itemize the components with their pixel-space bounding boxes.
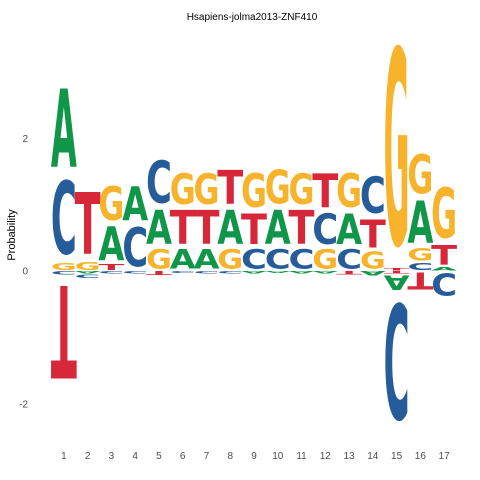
- logo-letter-A: A: [122, 179, 148, 232]
- logo-letter-C: C: [384, 267, 410, 450]
- logo-letter-C: C: [336, 244, 362, 275]
- x-tick-label: 7: [204, 451, 210, 462]
- x-tick-label: 17: [439, 451, 451, 462]
- logo-letter-A: A: [265, 270, 292, 273]
- logo-letter-C: C: [146, 151, 172, 217]
- x-tick-label: 12: [320, 451, 332, 462]
- logo-letter-A: A: [98, 219, 124, 272]
- logo-letter-G: G: [98, 178, 124, 232]
- logo-letter-T: T: [170, 201, 196, 254]
- logo-letter-T: T: [407, 267, 434, 293]
- logo-letter-G: G: [193, 164, 219, 214]
- logo-letter-C: C: [431, 266, 457, 302]
- logo-letter-A: A: [241, 270, 268, 274]
- logo-letter-C: C: [312, 206, 338, 255]
- logo-letter-C: C: [407, 261, 433, 273]
- y-axis-ticks: -2 0 2: [19, 134, 28, 411]
- logo-letter-C: C: [122, 216, 148, 279]
- x-tick-label: 1: [61, 451, 67, 462]
- x-tick-label: 2: [85, 451, 91, 462]
- x-tick-label: 11: [296, 451, 307, 462]
- y-axis-title: Probability: [6, 209, 18, 261]
- logo-letter-A: A: [170, 244, 197, 275]
- logo-letter-G: G: [289, 164, 315, 214]
- logo-letter-C: C: [360, 168, 386, 226]
- logo-letter-T: T: [431, 239, 458, 271]
- logo-letter-T: T: [360, 213, 386, 257]
- logo-letter-G: G: [170, 164, 196, 214]
- logo-letter-A: A: [431, 266, 458, 271]
- x-tick-label: 9: [251, 451, 257, 462]
- logo-letters: GCACTGTACTAGCCACGACTATGCATGCGATCCTGACAGA…: [51, 0, 458, 451]
- logo-letter-A: A: [407, 190, 433, 257]
- logo-letter-T: T: [217, 161, 243, 214]
- x-tick-label: 14: [367, 451, 379, 462]
- logo-letter-G: G: [265, 162, 291, 216]
- logo-letter-C: C: [217, 270, 243, 274]
- logo-letter-C: C: [51, 270, 77, 275]
- logo-letter-A: A: [217, 202, 243, 255]
- logo-letter-A: A: [146, 202, 172, 255]
- logo-letter-G: G: [51, 260, 77, 272]
- logo-letter-C: C: [122, 270, 148, 274]
- logo-letter-G: G: [146, 244, 172, 275]
- x-tick-label: 16: [415, 451, 427, 462]
- logo-letter-A: A: [193, 244, 220, 275]
- logo-letter-G: G: [431, 173, 457, 254]
- x-tick-label: 8: [227, 451, 233, 462]
- y-tick-label: 0: [22, 267, 28, 278]
- x-tick-label: 5: [156, 451, 162, 462]
- logo-letter-G: G: [217, 244, 243, 275]
- x-tick-label: 10: [272, 451, 284, 462]
- x-tick-label: 4: [132, 451, 138, 462]
- logo-letter-G: G: [407, 245, 433, 265]
- logo-letter-G: G: [336, 165, 362, 219]
- y-tick-label: 2: [22, 134, 28, 145]
- logo-letter-C: C: [289, 244, 315, 275]
- logo-letter-A: A: [265, 202, 291, 255]
- logo-letter-T: T: [98, 263, 124, 272]
- y-tick-label: -2: [19, 399, 28, 410]
- logo-letter-A: A: [360, 270, 386, 277]
- logo-letter-A: A: [312, 270, 339, 274]
- logo-letter-G: G: [360, 247, 386, 274]
- logo-letter-G: G: [384, 0, 410, 308]
- logo-letter-C: C: [75, 273, 101, 278]
- x-tick-label: 15: [391, 451, 403, 462]
- logo-letter-T: T: [146, 270, 173, 276]
- logo-letter-C: C: [193, 270, 219, 274]
- logo-letter-T: T: [384, 267, 411, 271]
- logo-letter-C: C: [170, 270, 196, 273]
- logo-letter-T: T: [312, 164, 338, 217]
- x-axis-ticks: 1 2 3 4 5 6 7 8 9 10 11 12 13 14 15 16 17: [61, 451, 450, 462]
- logo-letter-T: T: [289, 201, 315, 254]
- logo-letter-T: T: [51, 255, 77, 403]
- logo-letter-T: T: [75, 177, 101, 275]
- logo-letter-A: A: [289, 270, 316, 274]
- x-tick-label: 13: [343, 451, 355, 462]
- logo-letter-T: T: [241, 206, 268, 254]
- logo-letter-G: G: [75, 260, 101, 273]
- x-tick-label: 3: [109, 451, 115, 462]
- logo-letter-C: C: [265, 244, 291, 275]
- logo-letter-C: C: [51, 161, 77, 277]
- logo-letter-C: C: [241, 244, 267, 275]
- logo-letter-A: A: [336, 205, 362, 254]
- logo-letter-G: G: [241, 165, 267, 219]
- chart-title: Hsapiens-jolma2013-ZNF410: [187, 12, 318, 23]
- logo-letter-A: A: [384, 271, 410, 293]
- logo-letter-A: A: [51, 66, 77, 192]
- x-tick-label: 6: [180, 451, 186, 462]
- logo-letter-T: T: [384, 270, 411, 274]
- logo-letter-A: A: [75, 270, 102, 274]
- logo-letter-C: C: [98, 270, 124, 274]
- logo-letter-T: T: [336, 270, 363, 275]
- logo-letter-G: G: [407, 144, 433, 206]
- logo-letter-T: T: [193, 201, 219, 254]
- logo-letter-G: G: [312, 244, 338, 275]
